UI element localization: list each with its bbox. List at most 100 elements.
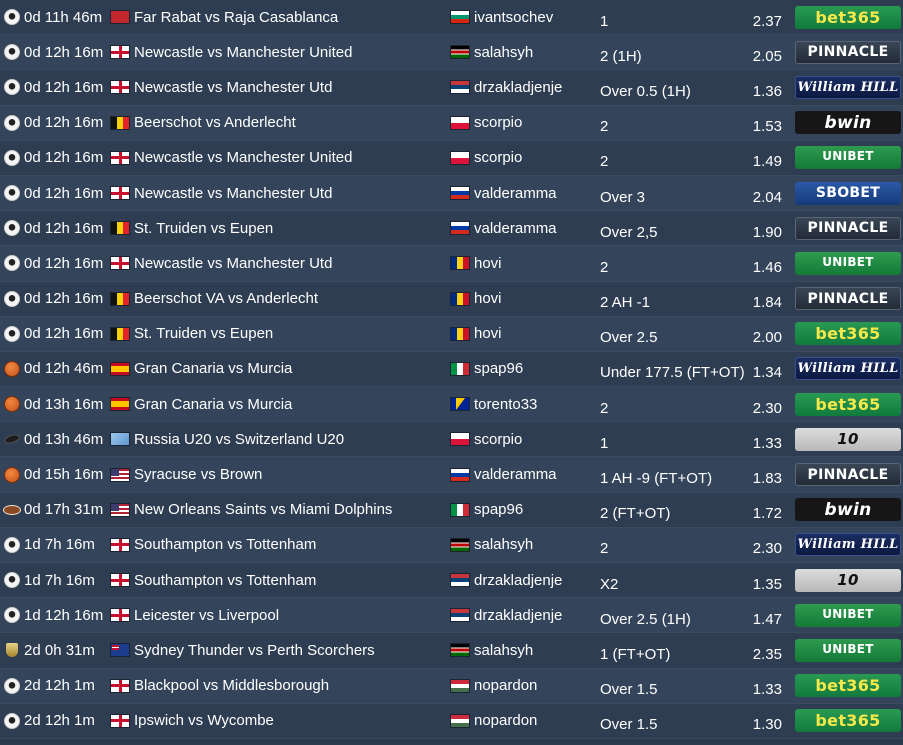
- tip-row[interactable]: 2d 12h 1m Blackpool vs Middlesborough nopa…: [0, 668, 903, 704]
- tip-row[interactable]: 0d 12h 16m Newcastle vs Manchester Utd val…: [0, 175, 903, 212]
- tipster-name[interactable]: scorpio: [474, 149, 523, 167]
- bookmaker-logo[interactable]: bet365: [795, 674, 901, 698]
- bookmaker-logo[interactable]: 10: [795, 568, 901, 592]
- bookmaker-logo[interactable]: PINNACLE: [795, 463, 901, 487]
- match-name[interactable]: Southampton vs Tottenham: [134, 571, 317, 589]
- tipster-name[interactable]: torento33: [474, 395, 538, 413]
- bookmaker-logo[interactable]: bet365: [795, 322, 901, 346]
- time-remaining: 1d 12h 16m: [24, 606, 104, 624]
- tip-row[interactable]: 0d 12h 46m Gran Canaria vs Murcia spap96 Un…: [0, 351, 903, 388]
- bookmaker-logo[interactable]: UNIBET: [795, 146, 901, 170]
- match-name[interactable]: Newcastle vs Manchester Utd: [134, 254, 333, 272]
- tip-row[interactable]: 0d 12h 16m Newcastle vs Manchester Utd drz…: [0, 70, 903, 106]
- bookmaker-logo[interactable]: PINNACLE: [795, 216, 901, 240]
- bookmaker-logo[interactable]: William HILL: [795, 357, 901, 381]
- tipster-name[interactable]: spap96: [474, 501, 524, 519]
- tipster-name[interactable]: drzakladjenje: [474, 571, 563, 589]
- soccer-ball-icon: [4, 44, 20, 61]
- odds-value: 1.49: [752, 153, 782, 171]
- soccer-ball-icon: [4, 9, 20, 26]
- tipster-name[interactable]: spap96: [474, 360, 524, 378]
- bookmaker-logo[interactable]: PINNACLE: [795, 40, 901, 64]
- hungary-flag-icon: [450, 678, 470, 693]
- tip-row[interactable]: 1d 7h 16m Southampton vs Tottenham drzakla…: [0, 563, 903, 599]
- bookmaker-logo[interactable]: bwin: [795, 111, 901, 135]
- match-name[interactable]: St. Truiden vs Eupen: [134, 219, 274, 237]
- time-remaining: 0d 12h 16m: [24, 114, 104, 132]
- usa-flag-icon: [110, 502, 130, 517]
- tipster-name[interactable]: valderamma: [474, 184, 557, 202]
- match-name[interactable]: Beerschot vs Anderlecht: [134, 114, 296, 132]
- tipster-name[interactable]: salahsyh: [474, 43, 534, 61]
- tip-row[interactable]: 0d 12h 16m Beerschot vs Anderlecht scorpio…: [0, 105, 903, 141]
- match-name[interactable]: Far Rabat vs Raja Casablanca: [134, 8, 339, 26]
- tipster-name[interactable]: drzakladjenje: [474, 606, 563, 624]
- tip-row[interactable]: 0d 15h 16m Syracuse vs Brown valderamma 1 A…: [0, 457, 903, 493]
- bookmaker-logo[interactable]: bet365: [795, 709, 901, 733]
- bookmaker-logo[interactable]: UNIBET: [795, 638, 901, 662]
- tipster-name[interactable]: hovi: [474, 290, 502, 308]
- bookmaker-logo[interactable]: bet365: [795, 5, 901, 29]
- tip-row[interactable]: 0d 13h 46m Russia U20 vs Switzerland U20 s…: [0, 422, 903, 458]
- kenya-flag-icon: [450, 45, 470, 60]
- odds-value: 1.34: [752, 364, 782, 382]
- tipster-name[interactable]: drzakladjenje: [474, 78, 563, 96]
- tip-row[interactable]: 1d 7h 16m Southampton vs Tottenham salahsy…: [0, 527, 903, 563]
- tip-row[interactable]: 0d 17h 31m New Orleans Saints vs Miami Do…: [0, 492, 903, 528]
- tip-row[interactable]: 2d 0h 31m Sydney Thunder vs Perth Scorche…: [0, 633, 903, 669]
- match-name[interactable]: Russia U20 vs Switzerland U20: [134, 430, 345, 448]
- odds-value: 1.47: [752, 610, 782, 628]
- tip-row[interactable]: 0d 12h 16m St. Truiden vs Eupen valderamma…: [0, 211, 903, 247]
- match-name[interactable]: Syracuse vs Brown: [134, 466, 263, 484]
- match-name[interactable]: New Orleans Saints vs Miami Dolphins: [134, 501, 393, 519]
- match-name[interactable]: Blackpool vs Middlesborough: [134, 677, 330, 695]
- tip-selection: Over 3: [600, 188, 646, 206]
- tipster-name[interactable]: valderamma: [474, 219, 557, 237]
- tipster-name[interactable]: ivantsochev: [474, 8, 554, 26]
- bookmaker-logo[interactable]: William HILL: [795, 533, 901, 557]
- tip-row[interactable]: 0d 13h 16m Gran Canaria vs Murcia torento3…: [0, 387, 903, 423]
- tipster-name[interactable]: salahsyh: [474, 536, 534, 554]
- match-name[interactable]: Newcastle vs Manchester Utd: [134, 184, 333, 202]
- tip-row[interactable]: 2d 12h 1m Ipswich vs Wycombe nopardon Over …: [0, 703, 903, 739]
- match-name[interactable]: Newcastle vs Manchester United: [134, 149, 353, 167]
- bookmaker-logo[interactable]: bet365: [795, 392, 901, 416]
- bookmaker-logo[interactable]: PINNACLE: [795, 287, 901, 311]
- tipster-name[interactable]: valderamma: [474, 466, 557, 484]
- bookmaker-logo[interactable]: 10: [795, 427, 901, 451]
- tip-row[interactable]: 0d 12h 16m Newcastle vs Manchester United…: [0, 35, 903, 71]
- match-name[interactable]: Newcastle vs Manchester Utd: [134, 78, 333, 96]
- match-name[interactable]: Gran Canaria vs Murcia: [134, 360, 293, 378]
- match-name[interactable]: Leicester vs Liverpool: [134, 606, 280, 624]
- bookmaker-logo[interactable]: UNIBET: [795, 603, 901, 627]
- match-name[interactable]: St. Truiden vs Eupen: [134, 325, 274, 343]
- match-name[interactable]: Southampton vs Tottenham: [134, 536, 317, 554]
- tip-row[interactable]: 0d 11h 46m Far Rabat vs Raja Casablanca iv…: [0, 0, 903, 36]
- tipster-name[interactable]: salahsyh: [474, 641, 534, 659]
- belgium-flag-icon: [110, 221, 130, 236]
- tipster-name[interactable]: nopardon: [474, 677, 538, 695]
- match-name[interactable]: Ipswich vs Wycombe: [134, 712, 274, 730]
- match-name[interactable]: Sydney Thunder vs Perth Scorchers: [134, 641, 375, 659]
- poland-flag-icon: [450, 432, 470, 447]
- tipster-name[interactable]: scorpio: [474, 114, 523, 132]
- bookmaker-logo[interactable]: SBOBET: [795, 181, 901, 205]
- match-name[interactable]: Beerschot VA vs Anderlecht: [134, 290, 318, 308]
- soccer-ball-icon: [4, 677, 20, 694]
- usa-flag-icon: [110, 467, 130, 482]
- bookmaker-logo[interactable]: William HILL: [795, 75, 901, 99]
- tip-row[interactable]: 0d 12h 16m Beerschot VA vs Anderlecht hovi…: [0, 281, 903, 317]
- tip-row[interactable]: 0d 12h 16m Newcastle vs Manchester United…: [0, 140, 903, 176]
- bookmaker-logo[interactable]: bwin: [795, 498, 901, 522]
- tip-row[interactable]: 1d 12h 16m Leicester vs Liverpool drzaklad…: [0, 598, 903, 634]
- tipster-name[interactable]: hovi: [474, 325, 502, 343]
- tip-selection: X2: [600, 575, 619, 593]
- bookmaker-logo[interactable]: UNIBET: [795, 251, 901, 275]
- tip-row[interactable]: 0d 12h 16m St. Truiden vs Eupen hovi Over 2…: [0, 316, 903, 352]
- tipster-name[interactable]: scorpio: [474, 430, 523, 448]
- match-name[interactable]: Newcastle vs Manchester United: [134, 43, 353, 61]
- tipster-name[interactable]: nopardon: [474, 712, 538, 730]
- tip-row[interactable]: 0d 12h 16m Newcastle vs Manchester Utd hov…: [0, 246, 903, 282]
- match-name[interactable]: Gran Canaria vs Murcia: [134, 395, 293, 413]
- tipster-name[interactable]: hovi: [474, 254, 502, 272]
